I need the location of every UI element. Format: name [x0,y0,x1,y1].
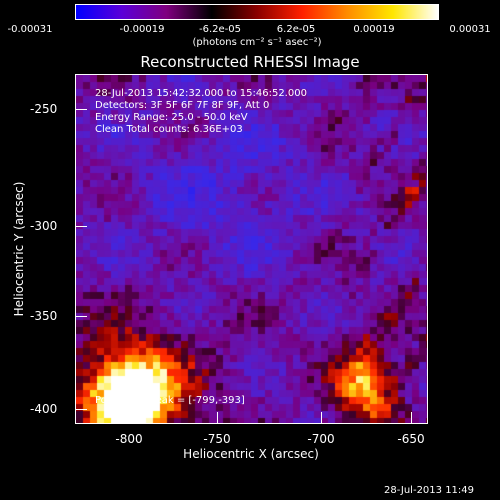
colorbar-unit-label: (photons cm⁻² s⁻¹ asec⁻²) [192,37,322,48]
y-tick-label: -400 [30,402,58,416]
detectors-label: Detectors: 3F 5F 6F 7F 8F 9F, Att 0 [95,100,270,111]
y-tick-label: -350 [30,309,58,323]
x-tick-label: -800 [115,432,143,446]
y-tick-label: -300 [30,219,58,233]
x-tick-mark [411,412,412,423]
y-tick-mark [76,109,87,110]
y-tick-mark [76,226,87,227]
x-tick-mark [129,412,130,423]
x-tick-label: -750 [203,432,231,446]
colorbar [75,4,439,20]
y-tick-mark [76,409,87,410]
time-range-label: 28-Jul-2013 15:42:32.000 to 15:46:52.000 [95,88,307,99]
x-tick-mark [217,412,218,423]
x-tick-label: -700 [307,432,335,446]
heatmap-image [76,75,427,423]
colorbar-tick-label: 0.00031 [449,24,491,35]
colorbar-tick-label: 0.00019 [353,24,395,35]
heatmap-plot-area [75,74,428,424]
chart-title: Reconstructed RHESSI Image [140,53,360,71]
y-tick-mark [76,316,87,317]
x-tick-label: -650 [397,432,425,446]
peak-position-label: Position of Peak = [-799,-393] [95,395,245,406]
y-axis-label: Heliocentric Y (arcsec) [12,181,26,317]
clean-counts-label: Clean Total counts: 6.36E+03 [95,124,243,135]
colorbar-tick-label: 6.2e-05 [276,24,316,35]
x-tick-mark [321,412,322,423]
colorbar-tick-label: -0.00031 [7,24,53,35]
y-tick-label: -250 [30,102,58,116]
plot-timestamp: 28-Jul-2013 11:49 [384,485,475,496]
colorbar-tick-label: -0.00019 [119,24,165,35]
x-axis-label: Heliocentric X (arcsec) [183,447,319,461]
colorbar-tick-label: -6.2e-05 [199,24,241,35]
energy-range-label: Energy Range: 25.0 - 50.0 keV [95,112,248,123]
